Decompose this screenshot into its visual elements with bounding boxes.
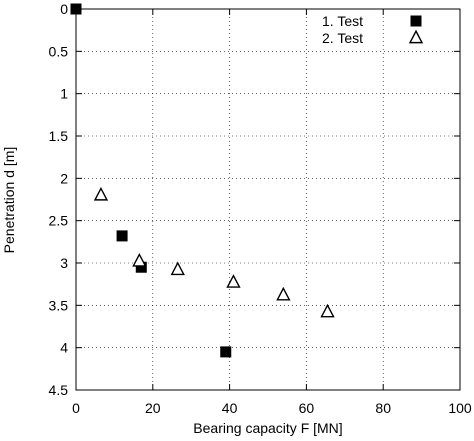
y-tick-label: 2.5: [49, 213, 69, 229]
x-axis-title: Bearing capacity F [MN]: [193, 420, 342, 436]
y-tick-label: 4: [60, 340, 68, 356]
y-tick-label: 1: [60, 86, 68, 102]
x-tick-label: 0: [72, 400, 80, 416]
legend-label: 2. Test: [322, 30, 363, 46]
y-tick-label: 0.5: [49, 43, 69, 59]
triangle-point: [320, 303, 335, 318]
plot-frame: [75, 8, 461, 391]
y-tick-label: 3.5: [49, 297, 69, 313]
grid-lines: [76, 9, 460, 390]
x-tick-label: 40: [222, 400, 238, 416]
y-tick-label: 2: [60, 170, 68, 186]
y-tick-label: 4.5: [49, 382, 69, 398]
series-2: [93, 186, 335, 318]
square-point: [70, 3, 82, 15]
square-point: [116, 230, 128, 242]
legend-marker: [410, 15, 422, 27]
triangle-point: [170, 261, 185, 276]
triangle-point: [132, 252, 147, 267]
triangle-point: [226, 274, 241, 288]
series-1: [70, 3, 232, 358]
y-tick-label: 3: [60, 255, 68, 271]
axis-ticks: 0 20 40 60 80 100 0 0.5 1 1.5 2 2.5 3 3.5 4 4.5: [49, 1, 472, 416]
triangle-point: [276, 286, 291, 301]
legend-marker: [408, 29, 424, 44]
x-tick-label: 20: [145, 400, 161, 416]
y-tick-label: 0: [60, 1, 68, 17]
y-tick-label: 1.5: [49, 128, 69, 144]
triangle-point: [93, 186, 109, 201]
x-tick-label: 80: [375, 400, 391, 416]
x-tick-label: 60: [299, 400, 315, 416]
x-tick-label: 100: [448, 400, 472, 416]
data-marks: [70, 3, 335, 358]
legend-label: 1. Test: [322, 13, 363, 29]
square-point: [220, 346, 232, 358]
y-axis-title: Penetration d [m]: [1, 147, 17, 254]
square-point: [135, 261, 147, 273]
